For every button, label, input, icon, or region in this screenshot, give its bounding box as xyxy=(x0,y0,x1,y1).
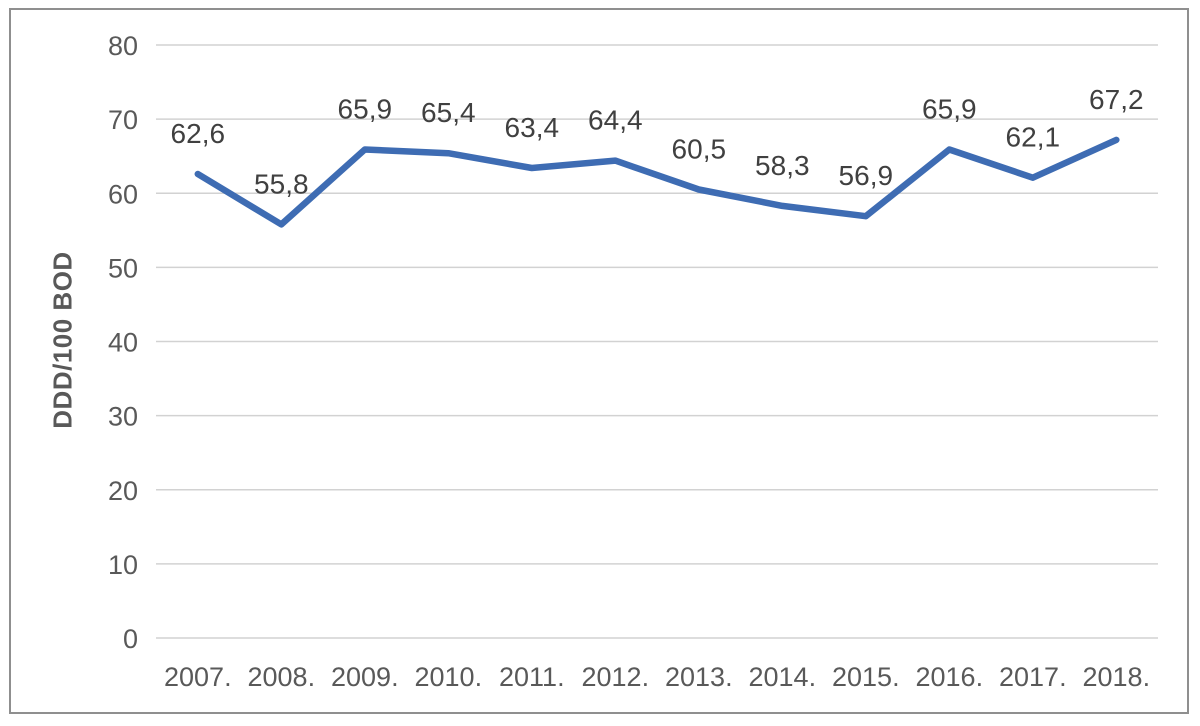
y-tick-label: 20 xyxy=(108,476,138,506)
data-label: 65,9 xyxy=(338,94,393,125)
x-tick-label: 2013. xyxy=(665,662,733,692)
y-tick-label: 10 xyxy=(108,550,138,580)
data-label: 62,6 xyxy=(171,118,226,149)
series-line xyxy=(194,136,1120,228)
x-tick-label: 2010. xyxy=(415,662,483,692)
y-tick-label: 60 xyxy=(108,179,138,209)
data-label: 56,9 xyxy=(839,160,894,191)
x-tick-label: 2012. xyxy=(582,662,650,692)
x-tick-label: 2007. xyxy=(164,662,232,692)
x-tick-label: 2018. xyxy=(1083,662,1151,692)
y-tick-label: 40 xyxy=(108,328,138,358)
x-tick-label: 2016. xyxy=(916,662,984,692)
y-tick-label: 80 xyxy=(108,31,138,61)
x-tick-label: 2009. xyxy=(331,662,399,692)
data-label: 60,5 xyxy=(672,134,727,165)
x-tick-label: 2014. xyxy=(749,662,817,692)
data-label: 65,9 xyxy=(922,94,977,125)
x-tick-label: 2015. xyxy=(832,662,900,692)
y-tick-label: 70 xyxy=(108,105,138,135)
data-label: 64,4 xyxy=(588,105,643,136)
y-tick-label: 50 xyxy=(108,253,138,283)
x-tick-label: 2017. xyxy=(999,662,1067,692)
chart-frame-border xyxy=(9,8,1189,714)
data-label: 58,3 xyxy=(755,150,810,181)
y-tick-label: 0 xyxy=(123,624,138,654)
data-label: 63,4 xyxy=(505,112,560,143)
data-label: 67,2 xyxy=(1089,84,1144,115)
data-label: 55,8 xyxy=(254,168,309,199)
y-tick-label: 30 xyxy=(108,402,138,432)
x-tick-label: 2008. xyxy=(248,662,316,692)
x-tick-label: 2011. xyxy=(499,662,565,692)
data-label: 65,4 xyxy=(421,97,476,128)
data-label: 62,1 xyxy=(1006,122,1061,153)
